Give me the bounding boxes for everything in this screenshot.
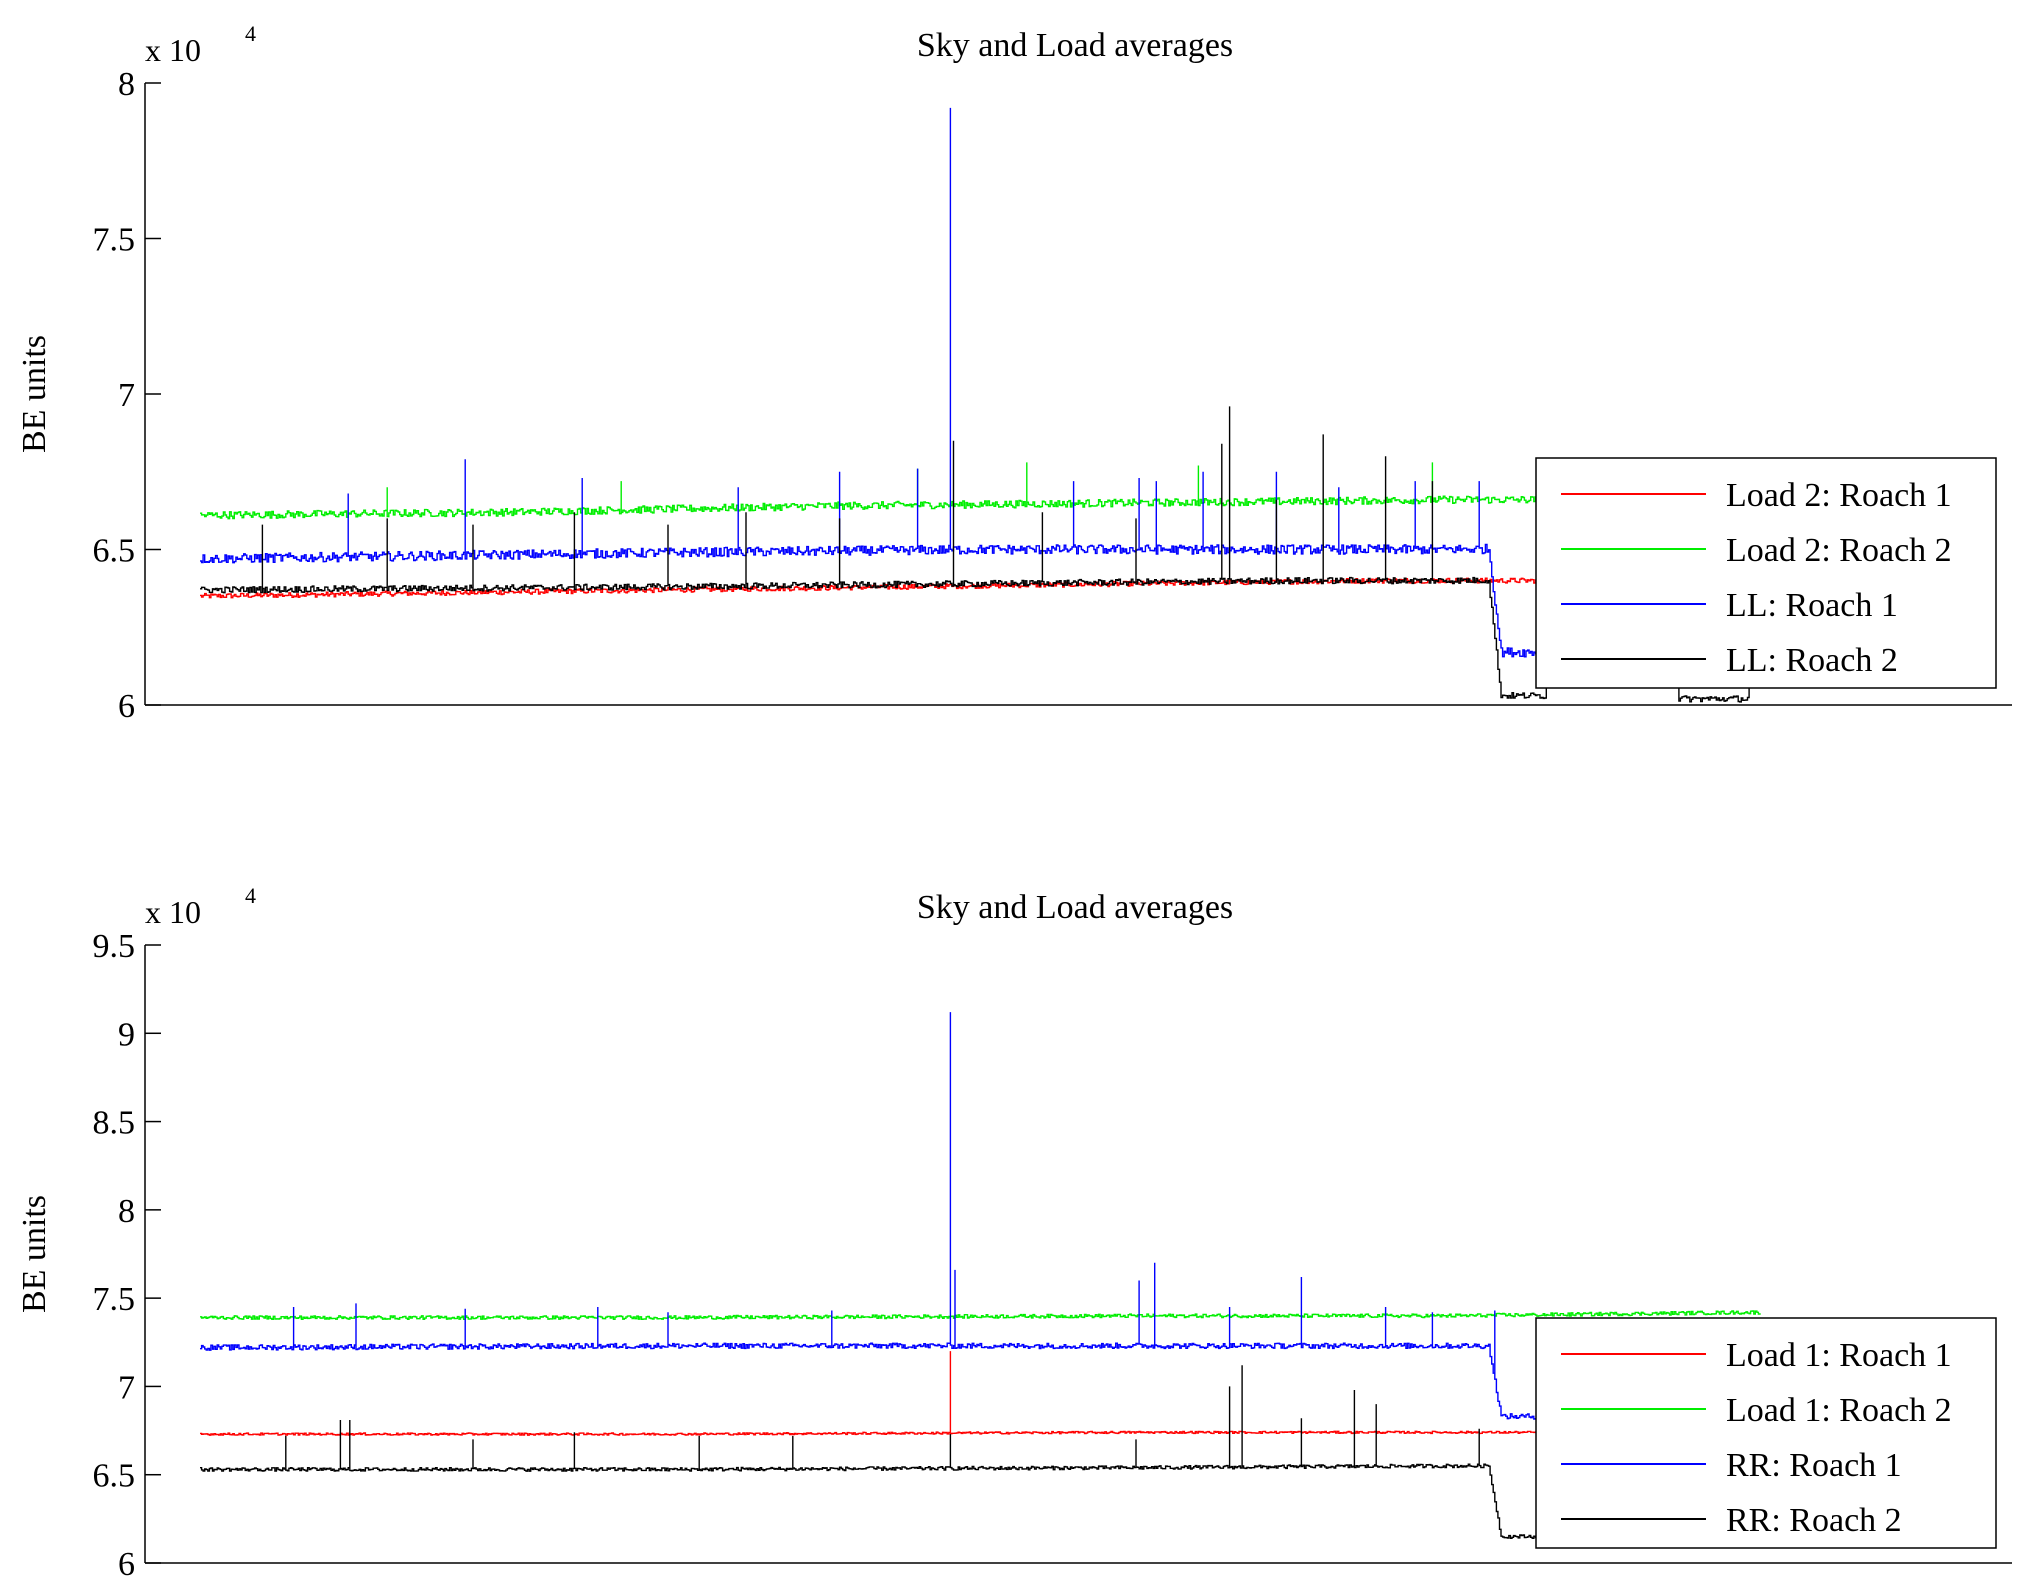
legend-box <box>1535 457 1997 689</box>
exponent-power: 4 <box>245 21 256 46</box>
legend-label: Load 2: Roach 1 <box>1726 477 1952 514</box>
series-line-1 <box>200 577 1761 599</box>
chart-1: 6 6.5 7 7.5 8 x 10 4 Sky and Load averages BE un… <box>16 21 2012 725</box>
series-line-3 <box>200 107 1761 658</box>
y-tick-label: 7.5 <box>93 1281 136 1318</box>
y-tick-label: 8.5 <box>93 1105 136 1142</box>
legend: Load 2: Roach 1 Load 2: Roach 2 LL: Roach … <box>1535 457 1997 689</box>
legend-label: RR: Roach 2 <box>1726 1502 1902 1539</box>
legend: Load 1: Roach 1 Load 1: Roach 2 RR: Roach … <box>1535 1317 1997 1549</box>
series-line-1 <box>200 1351 1761 1436</box>
exponent-label: x 10 <box>145 894 201 930</box>
legend-label: RR: Roach 1 <box>1726 1447 1902 1484</box>
exponent-power: 4 <box>245 883 256 908</box>
legend-box <box>1535 1317 1997 1549</box>
y-tick-label: 7.5 <box>93 222 136 259</box>
chart-title: Sky and Load averages <box>917 27 1233 64</box>
y-tick-label: 8 <box>118 1193 135 1230</box>
series-line-2 <box>200 1310 1761 1320</box>
legend-label: LL: Roach 1 <box>1726 587 1898 624</box>
y-tick-label: 7 <box>118 1369 135 1406</box>
y-tick-label: 6.5 <box>93 533 136 570</box>
y-tick-label: 6 <box>118 1546 135 1583</box>
legend-label: Load 2: Roach 2 <box>1726 532 1952 569</box>
y-tick-label: 9 <box>118 1016 135 1053</box>
y-tick-label: 6.5 <box>93 1458 136 1495</box>
chart-title: Sky and Load averages <box>917 889 1233 926</box>
series-line-3 <box>200 1012 1761 1420</box>
y-axis-label: BE units <box>16 1195 53 1313</box>
exponent-label: x 10 <box>145 32 201 68</box>
y-tick-label: 8 <box>118 66 135 103</box>
series-line-4 <box>200 406 1761 703</box>
series-line-2 <box>200 459 1761 520</box>
legend-label: LL: Roach 2 <box>1726 642 1898 679</box>
y-tick-label: 6 <box>118 688 135 725</box>
y-tick-label: 7 <box>118 377 135 414</box>
legend-label: Load 1: Roach 2 <box>1726 1392 1952 1429</box>
series-line-4 <box>200 1365 1761 1539</box>
y-axis-label: BE units <box>16 335 53 453</box>
legend-label: Load 1: Roach 1 <box>1726 1337 1952 1374</box>
chart-2: 6 6.5 7 7.5 8 8.5 9 9.5x 10 4 Sky and Load averag… <box>16 883 2012 1583</box>
y-tick-label: 9.5 <box>93 928 136 965</box>
